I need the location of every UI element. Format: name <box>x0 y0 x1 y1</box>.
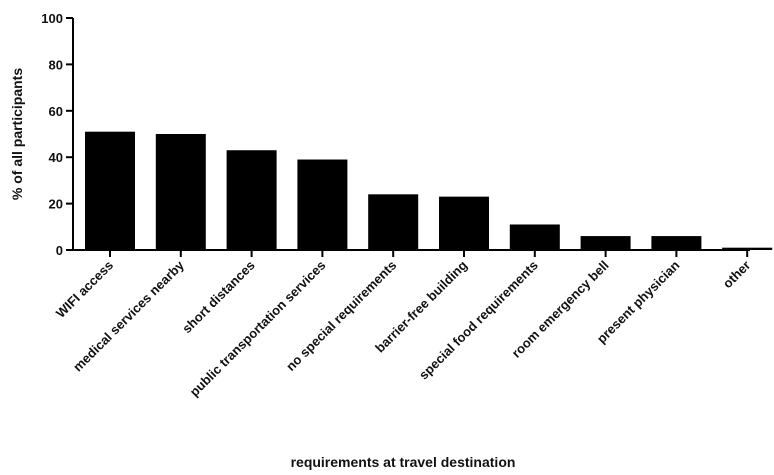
x-tick-label: short distances <box>179 258 258 337</box>
bar <box>226 150 277 250</box>
x-tick-label: special food requirements <box>416 258 541 383</box>
bar <box>155 134 206 250</box>
bar <box>651 236 702 250</box>
y-axis: 0 20 40 60 80 100 <box>41 11 74 258</box>
bars <box>85 131 773 250</box>
bar <box>85 131 135 250</box>
x-axis-title: requirements at travel destination <box>291 454 516 470</box>
bar <box>722 247 773 250</box>
y-tick-label: 60 <box>49 104 63 119</box>
y-tick-label: 40 <box>49 150 63 165</box>
x-tick-label: other <box>720 258 754 292</box>
bar <box>580 236 631 250</box>
y-tick-label: 80 <box>49 57 63 72</box>
y-tick-label: 100 <box>41 11 63 26</box>
y-tick-label: 0 <box>56 243 63 258</box>
bar <box>297 159 348 250</box>
y-tick-label: 20 <box>49 197 63 212</box>
x-tick-label: public transportation services <box>187 258 329 400</box>
x-tick-label: WIFI access <box>53 258 116 321</box>
y-axis-title: % of all participants <box>9 68 25 200</box>
bar <box>509 224 560 250</box>
bar <box>439 196 489 250</box>
bar <box>368 194 419 250</box>
